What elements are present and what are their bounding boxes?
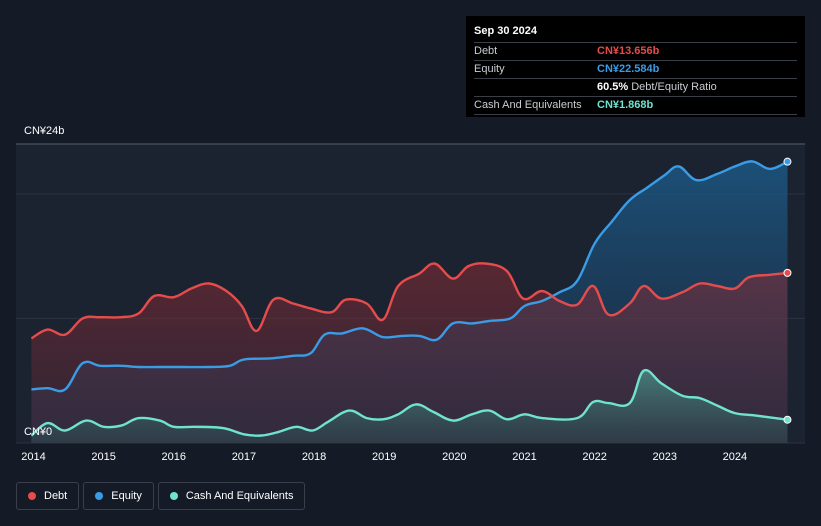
legend-dot-cash-icon bbox=[169, 492, 178, 500]
data-tooltip: Sep 30 2024 Debt CN¥13.656b Equity CN¥22… bbox=[466, 16, 805, 117]
x-tick-2022: 2022 bbox=[582, 451, 606, 463]
tooltip-label-ratio bbox=[474, 79, 597, 96]
x-tick-2024: 2024 bbox=[723, 451, 747, 463]
area-debt bbox=[31, 263, 788, 443]
x-tick-2015: 2015 bbox=[91, 451, 115, 463]
tooltip-row-equity: Equity CN¥22.584b bbox=[474, 60, 797, 78]
legend-dot-equity-icon bbox=[95, 492, 104, 500]
legend-dot-debt-icon bbox=[28, 492, 36, 500]
tooltip-row-cash: Cash And Equivalents CN¥1.868b bbox=[474, 96, 797, 115]
tooltip-label-equity: Equity bbox=[474, 63, 505, 75]
y-tick-24: CN¥24b bbox=[24, 125, 64, 137]
end-marker-equity bbox=[783, 157, 792, 166]
x-tick-2023: 2023 bbox=[652, 451, 676, 463]
ratio-caption: Debt/Equity Ratio bbox=[631, 81, 717, 93]
tooltip-value-cash: CN¥1.868b bbox=[597, 99, 654, 111]
x-tick-2021: 2021 bbox=[512, 451, 536, 463]
legend-item-debt[interactable]: Debt bbox=[16, 482, 80, 510]
tooltip-label-debt: Debt bbox=[474, 45, 498, 57]
x-tick-2017: 2017 bbox=[232, 451, 256, 463]
tick-layer: 2014 2015 2016 2017 2018 2019 2020 2021 2022 2023… bbox=[21, 125, 747, 463]
legend-label-cash: Cash And Equivalents bbox=[185, 490, 294, 502]
area-cash-and-equivalents bbox=[31, 370, 788, 443]
line-equity bbox=[31, 160, 789, 393]
chart-legend: Debt Equity Cash And Equivalents bbox=[16, 482, 306, 510]
tooltip-value-ratio: 60.5% Debt/Equity Ratio bbox=[597, 79, 717, 96]
tooltip-value-equity: CN¥22.584b bbox=[597, 63, 660, 75]
marker-layer bbox=[783, 157, 792, 424]
tooltip-date: Sep 30 2024 bbox=[474, 25, 537, 37]
legend-item-cash[interactable]: Cash And Equivalents bbox=[157, 482, 306, 510]
line-cash-and-equivalents bbox=[30, 368, 788, 437]
tooltip-row-debt: Debt CN¥13.656b bbox=[474, 42, 797, 60]
x-tick-2016: 2016 bbox=[162, 451, 186, 463]
tooltip-label-cash: Cash And Equivalents bbox=[474, 99, 582, 111]
legend-item-equity[interactable]: Equity bbox=[83, 482, 154, 510]
legend-label-equity: Equity bbox=[111, 490, 142, 502]
line-debt bbox=[30, 262, 788, 340]
end-marker-debt bbox=[783, 268, 792, 277]
x-tick-2019: 2019 bbox=[372, 451, 396, 463]
tooltip-value-debt: CN¥13.656b bbox=[597, 45, 660, 57]
x-tick-2018: 2018 bbox=[302, 451, 326, 463]
x-tick-2020: 2020 bbox=[442, 451, 466, 463]
ratio-value: 60.5% bbox=[597, 81, 629, 93]
x-tick-2014: 2014 bbox=[21, 451, 45, 463]
y-tick-0: CN¥0 bbox=[24, 426, 52, 438]
legend-label-debt: Debt bbox=[44, 490, 68, 502]
tooltip-row-ratio: 60.5% Debt/Equity Ratio bbox=[474, 78, 797, 96]
end-marker-cash-and-equivalents bbox=[783, 415, 792, 424]
area-layer bbox=[31, 161, 788, 443]
line-layer bbox=[30, 160, 789, 437]
